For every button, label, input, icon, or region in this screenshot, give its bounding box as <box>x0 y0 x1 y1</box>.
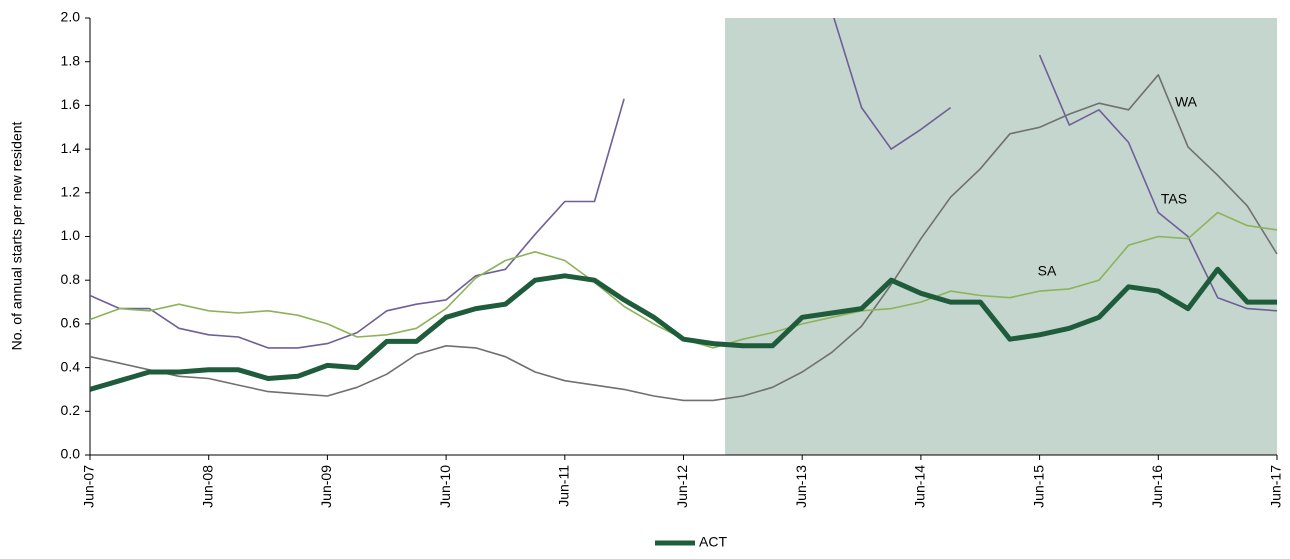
y-tick-label: 1.2 <box>61 184 81 200</box>
x-tick-label: Jun-09 <box>318 465 334 508</box>
x-tick-label: Jun-10 <box>437 465 453 508</box>
y-tick-label: 0.2 <box>61 402 81 418</box>
y-tick-label: 1.6 <box>61 96 81 112</box>
y-tick-label: 0.8 <box>61 271 81 287</box>
forecast-shade <box>725 18 1277 455</box>
y-tick-label: 1.8 <box>61 52 81 68</box>
x-tick-label: Jun-14 <box>912 465 928 508</box>
series-label: WA <box>1175 94 1198 110</box>
x-tick-label: Jun-16 <box>1149 465 1165 508</box>
series-label: TAS <box>1161 191 1187 207</box>
y-tick-label: 0.4 <box>61 358 81 374</box>
series-line <box>90 74 1278 402</box>
legend-label: ACT <box>699 534 727 550</box>
x-tick-label: Jun-13 <box>793 465 809 508</box>
x-tick-label: Jun-17 <box>1268 465 1284 508</box>
series-label: SA <box>1038 263 1057 279</box>
x-tick-label: Jun-08 <box>199 465 215 508</box>
x-tick-label: Jun-12 <box>674 465 690 508</box>
y-axis-label: No. of annual starts per new resident <box>9 121 25 350</box>
y-tick-label: 0.0 <box>61 446 81 462</box>
x-tick-label: Jun-07 <box>81 465 97 508</box>
x-tick-label: Jun-11 <box>556 465 572 507</box>
y-tick-label: 2.0 <box>61 9 81 25</box>
y-tick-label: 1.4 <box>61 140 81 156</box>
y-tick-label: 0.6 <box>61 315 81 331</box>
series-line <box>90 266 1277 392</box>
x-tick-label: Jun-15 <box>1030 465 1046 508</box>
series-line <box>90 18 1278 349</box>
y-tick-label: 1.0 <box>61 227 81 243</box>
